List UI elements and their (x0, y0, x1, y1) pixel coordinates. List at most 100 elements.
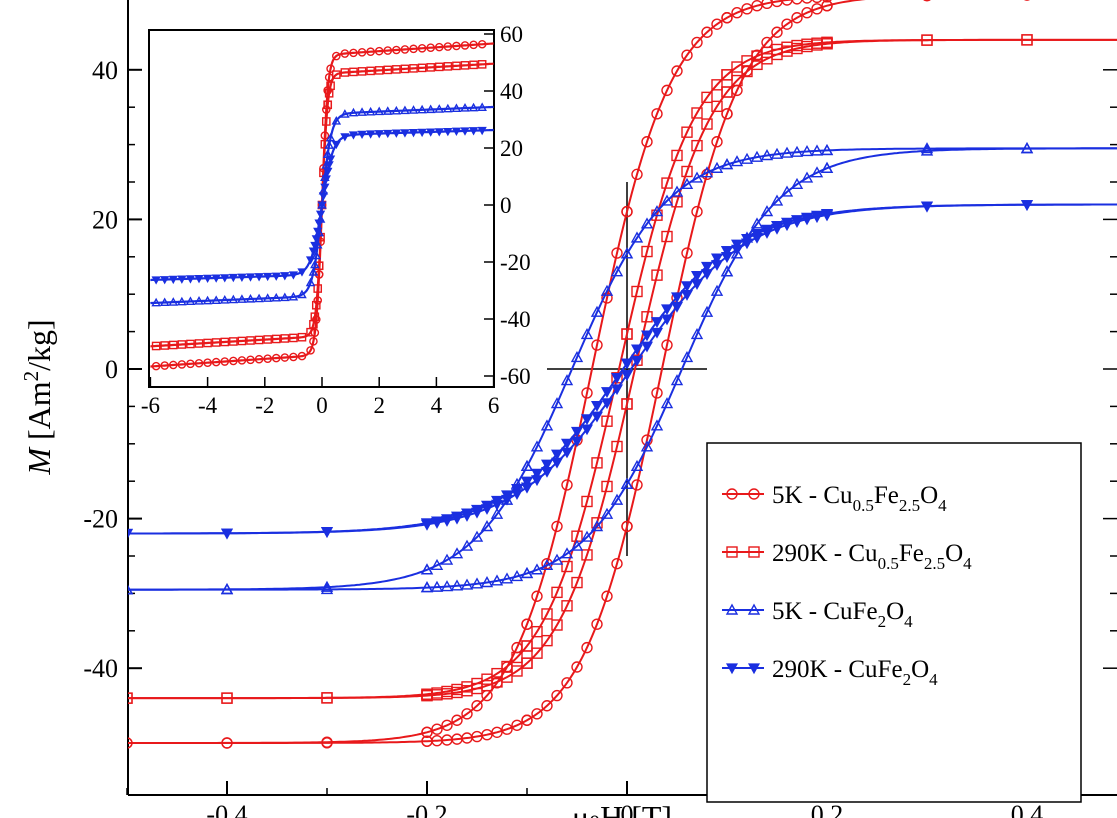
y-axis-title-end: /kg] (21, 319, 57, 371)
y-tick-label: 40 (92, 56, 118, 85)
inset-marker (392, 65, 401, 74)
legend-marker (726, 546, 738, 558)
series-marker (681, 247, 693, 259)
inset-marker (168, 297, 179, 306)
y-axis-title: M [Am2/kg] (19, 319, 57, 475)
series-marker (690, 171, 704, 183)
series-marker (531, 708, 543, 720)
inset-marker (443, 103, 453, 113)
inset-marker (317, 201, 327, 210)
series-marker (670, 292, 684, 304)
series-marker (600, 387, 614, 398)
series-marker (720, 246, 734, 258)
series-marker (700, 305, 714, 317)
series-marker (461, 708, 473, 720)
series-marker (220, 583, 234, 595)
series-marker (551, 689, 563, 702)
series-marker (660, 304, 674, 316)
inset-marker (374, 130, 384, 139)
inset-marker (349, 48, 358, 58)
series-marker (721, 108, 733, 120)
legend-label-part: 5K - CuFe (772, 598, 878, 625)
series-marker (491, 726, 503, 738)
series-marker (621, 328, 633, 340)
inset-x-tick-label: -4 (198, 393, 218, 418)
series-marker (441, 719, 453, 731)
series-marker (741, 3, 753, 15)
inset-marker (254, 354, 264, 364)
series-marker (680, 290, 694, 301)
series-branch-line (128, 147, 1117, 591)
series-marker (321, 692, 333, 704)
series-marker (820, 161, 834, 173)
inset-marker (324, 140, 334, 149)
series-marker (800, 214, 814, 226)
series-marker (551, 619, 563, 631)
legend-label-part: O (945, 540, 963, 567)
inset-marker (237, 294, 247, 303)
legend-label-part: 4 (929, 670, 938, 689)
series-3 (128, 141, 1117, 595)
series-marker (923, 0, 931, 2)
series-marker (821, 0, 833, 12)
series-marker (750, 150, 764, 162)
series-marker (470, 577, 484, 589)
series-marker (651, 108, 663, 120)
inset-marker (289, 352, 298, 362)
inset-marker (366, 66, 375, 76)
legend-label-part: O (886, 598, 904, 625)
series-marker (680, 350, 694, 363)
series-marker (590, 305, 604, 317)
series-marker (811, 0, 823, 4)
inset-marker (271, 334, 281, 344)
inset-marker (168, 275, 178, 285)
inset-marker (400, 64, 410, 74)
inset-marker (321, 175, 331, 184)
inset-marker (323, 86, 333, 95)
series-marker (480, 576, 494, 588)
inset-marker (331, 51, 341, 61)
inset-x-tick-label: 0 (316, 393, 328, 418)
series-marker (490, 574, 504, 586)
series-marker (630, 344, 644, 356)
series-marker (790, 217, 804, 229)
series-marker (430, 580, 444, 592)
series-marker (591, 457, 603, 469)
inset-marker (391, 129, 401, 138)
inset-marker (366, 47, 375, 57)
series-marker (560, 547, 574, 559)
series-marker (501, 723, 513, 735)
series-marker (450, 513, 464, 525)
inset-marker (160, 341, 170, 350)
series-marker (480, 520, 494, 532)
inset-marker (340, 133, 350, 142)
series-marker (780, 146, 794, 158)
inset-marker (220, 337, 230, 347)
series-1 (128, 0, 1030, 749)
x-tick-label: 0.4 (1011, 800, 1044, 818)
series-marker (710, 260, 724, 271)
inset-marker (348, 131, 359, 140)
inset-marker (323, 100, 333, 110)
inset-marker (409, 44, 418, 54)
series-marker (821, 38, 833, 50)
inset-marker (357, 130, 367, 140)
series-marker (710, 284, 724, 296)
series-marker (530, 440, 544, 452)
legend-label-part: 2.5 (924, 554, 945, 573)
inset-y-tick-label: 60 (500, 22, 523, 47)
series-marker (600, 507, 614, 519)
inset-marker (310, 241, 320, 251)
inset-marker (245, 293, 256, 303)
legend-marker (725, 663, 739, 675)
inset-marker (311, 235, 321, 244)
series-marker (440, 580, 454, 592)
legend-label-part: O (911, 656, 929, 683)
series-marker (920, 142, 934, 154)
series-marker (591, 618, 603, 630)
inset-marker (194, 358, 204, 368)
inset-marker (434, 128, 444, 137)
series-marker (520, 482, 534, 494)
series-marker (128, 585, 134, 595)
